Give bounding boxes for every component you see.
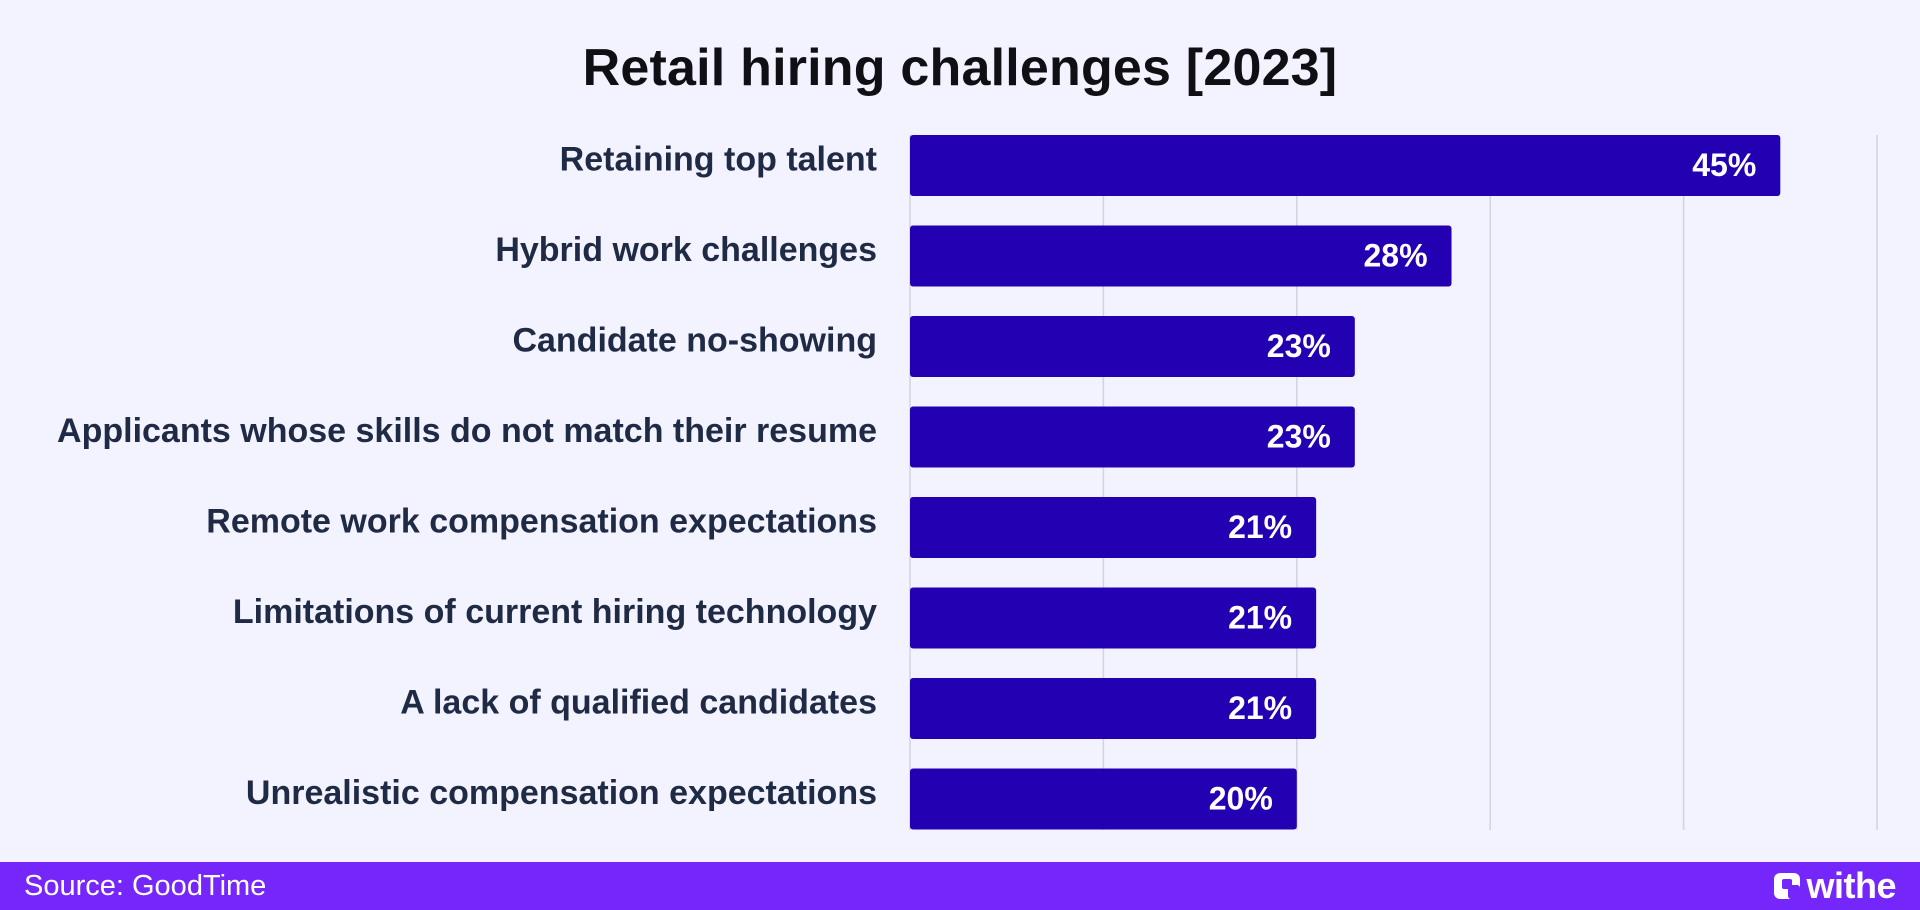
category-labels: Retaining top talent Hybrid work challeng… bbox=[57, 140, 877, 812]
source-text: Source: GoodTime bbox=[24, 870, 267, 902]
value-label: 21% bbox=[1228, 509, 1292, 545]
bar bbox=[910, 497, 1317, 558]
withe-logo-icon bbox=[1774, 873, 1801, 899]
bar bbox=[910, 225, 1452, 287]
brand-logo: withe bbox=[1774, 862, 1896, 910]
category-label: Remote work compensation expectations bbox=[206, 502, 877, 540]
value-label: 23% bbox=[1267, 328, 1331, 364]
category-label: Candidate no-showing bbox=[512, 321, 877, 359]
bar bbox=[910, 406, 1355, 468]
value-label: 21% bbox=[1228, 599, 1292, 635]
category-label: Applicants whose skills do not match the… bbox=[57, 412, 877, 450]
category-label: Limitations of current hiring technology bbox=[233, 593, 877, 631]
bar bbox=[910, 135, 1781, 196]
bars bbox=[910, 135, 1781, 830]
value-label: 45% bbox=[1692, 147, 1756, 183]
category-label: A lack of qualified candidates bbox=[400, 683, 877, 721]
category-label: Retaining top talent bbox=[560, 140, 877, 178]
chart-title: Retail hiring challenges [2023] bbox=[582, 39, 1338, 97]
bar-chart: Retaining top talent Hybrid work challeng… bbox=[57, 135, 1878, 830]
bar bbox=[910, 678, 1317, 739]
value-label: 21% bbox=[1228, 690, 1292, 726]
value-label: 28% bbox=[1363, 237, 1427, 273]
bar bbox=[910, 768, 1297, 830]
logo-text: withe bbox=[1806, 865, 1896, 906]
category-label: Hybrid work challenges bbox=[495, 231, 877, 269]
bar bbox=[910, 587, 1317, 649]
value-labels: 45% 28% 23% 23% 21% 21% 21% 20% bbox=[1209, 147, 1757, 817]
value-label: 23% bbox=[1267, 418, 1331, 454]
category-label: Unrealistic compensation expectations bbox=[246, 774, 877, 812]
bar bbox=[910, 316, 1355, 377]
value-label: 20% bbox=[1209, 780, 1273, 816]
footer-bar: Source: GoodTime withe bbox=[0, 862, 1920, 910]
